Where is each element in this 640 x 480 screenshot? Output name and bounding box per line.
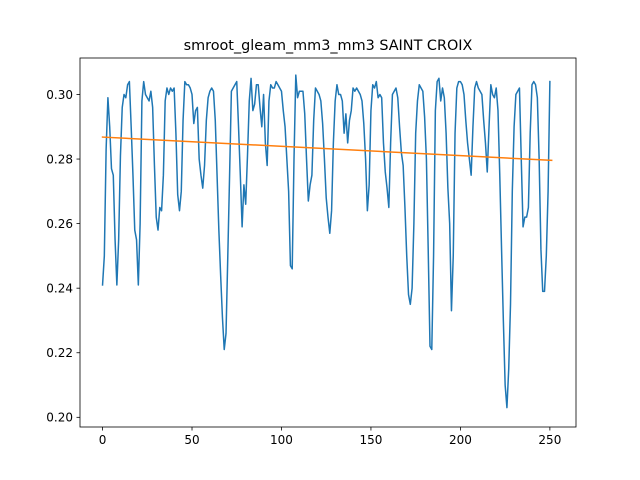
y-tick-label: 0.28 xyxy=(46,152,73,166)
x-tick-label: 150 xyxy=(359,433,382,447)
y-tick-label: 0.24 xyxy=(46,281,73,295)
axes-frame xyxy=(79,57,577,428)
y-tick-label: 0.22 xyxy=(46,346,73,360)
series-layer xyxy=(101,74,553,409)
chart-title: smroot_gleam_mm3_mm3 SAINT CROIX xyxy=(184,38,473,54)
x-tick-label: 200 xyxy=(449,433,472,447)
y-tick-label: 0.30 xyxy=(46,88,73,102)
axes-layer: 0 50 100 150 200 250 0.20 0.22 0.24 0.26 0.28 0.30 xyxy=(46,57,577,447)
x-tick-label: 100 xyxy=(270,433,293,447)
series-line-data xyxy=(101,74,551,409)
x-tick-label: 0 xyxy=(99,433,107,447)
y-tick-label: 0.20 xyxy=(46,411,73,425)
series-line-trend xyxy=(101,136,553,162)
x-tick-label: 250 xyxy=(538,433,561,447)
x-tick-label: 50 xyxy=(184,433,199,447)
y-tick-label: 0.26 xyxy=(46,217,73,231)
